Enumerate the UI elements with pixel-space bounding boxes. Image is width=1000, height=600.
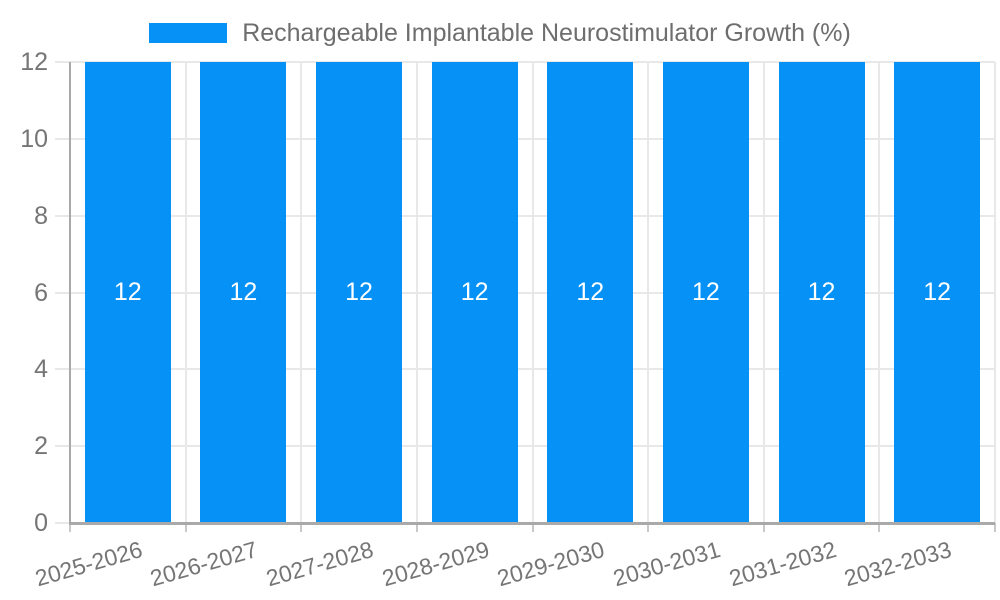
- y-axis-tick-label: 2: [34, 432, 48, 461]
- x-axis-line: [70, 522, 995, 525]
- x-axis-tick: [762, 523, 765, 532]
- bar-series-2032-2033[interactable]: 12: [894, 62, 981, 523]
- x-axis-tick: [994, 523, 996, 532]
- bar-series-2028-2029[interactable]: 12: [431, 62, 518, 523]
- bar-value-label: 12: [345, 278, 373, 306]
- legend-series-label: Rechargeable Implantable Neurostimulator…: [242, 18, 851, 47]
- bar-series-2025-2026[interactable]: 12: [84, 62, 171, 523]
- x-gridline: [878, 62, 881, 523]
- x-axis-tick: [69, 523, 71, 532]
- y-axis-tick: [55, 522, 70, 524]
- y-axis-line: [69, 62, 71, 525]
- x-gridline: [184, 62, 187, 523]
- bar-value-label: 12: [460, 278, 489, 306]
- bar-value-label: 12: [807, 278, 836, 306]
- y-axis-tick-label: 4: [34, 355, 48, 384]
- bar-value-label: 12: [923, 278, 952, 306]
- y-axis-tick: [55, 445, 70, 448]
- x-axis-tick: [415, 523, 418, 532]
- x-axis-tick: [184, 523, 187, 532]
- y-axis-tick-label: 8: [34, 201, 48, 230]
- chart-legend[interactable]: Rechargeable Implantable Neurostimulator…: [0, 18, 1000, 47]
- bar-series-2030-2031[interactable]: 12: [662, 62, 749, 523]
- x-axis-tick: [531, 523, 534, 532]
- bar-value-label: 12: [576, 278, 605, 306]
- y-axis-tick-label: 12: [20, 48, 48, 76]
- x-gridline: [300, 62, 303, 523]
- x-gridline: [415, 62, 418, 523]
- y-axis-tick: [55, 214, 70, 217]
- x-gridline: [994, 62, 996, 523]
- bar-series-2029-2030[interactable]: 12: [547, 62, 634, 523]
- y-axis-tick-label: 6: [34, 278, 48, 307]
- bar-series-2026-2027[interactable]: 12: [200, 62, 287, 523]
- y-axis-tick: [55, 291, 70, 294]
- x-axis-tick: [878, 523, 881, 532]
- x-gridline: [647, 62, 650, 523]
- y-axis-tick: [55, 368, 70, 371]
- y-axis-tick-label: 10: [20, 124, 48, 153]
- bar-series-2027-2028[interactable]: 12: [316, 62, 403, 523]
- y-axis-tick: [55, 137, 70, 140]
- bar-value-label: 12: [113, 278, 142, 306]
- bar-value-label: 12: [229, 278, 258, 306]
- x-gridline: [762, 62, 765, 523]
- bar-value-label: 12: [692, 278, 720, 306]
- bar-series-2031-2032[interactable]: 12: [778, 62, 865, 523]
- x-axis-tick: [300, 523, 303, 532]
- y-axis-tick: [55, 61, 70, 63]
- legend-swatch-icon: [149, 23, 228, 43]
- y-axis-tick-label: 0: [34, 509, 48, 537]
- x-axis-tick: [647, 523, 650, 532]
- x-gridline: [531, 62, 534, 523]
